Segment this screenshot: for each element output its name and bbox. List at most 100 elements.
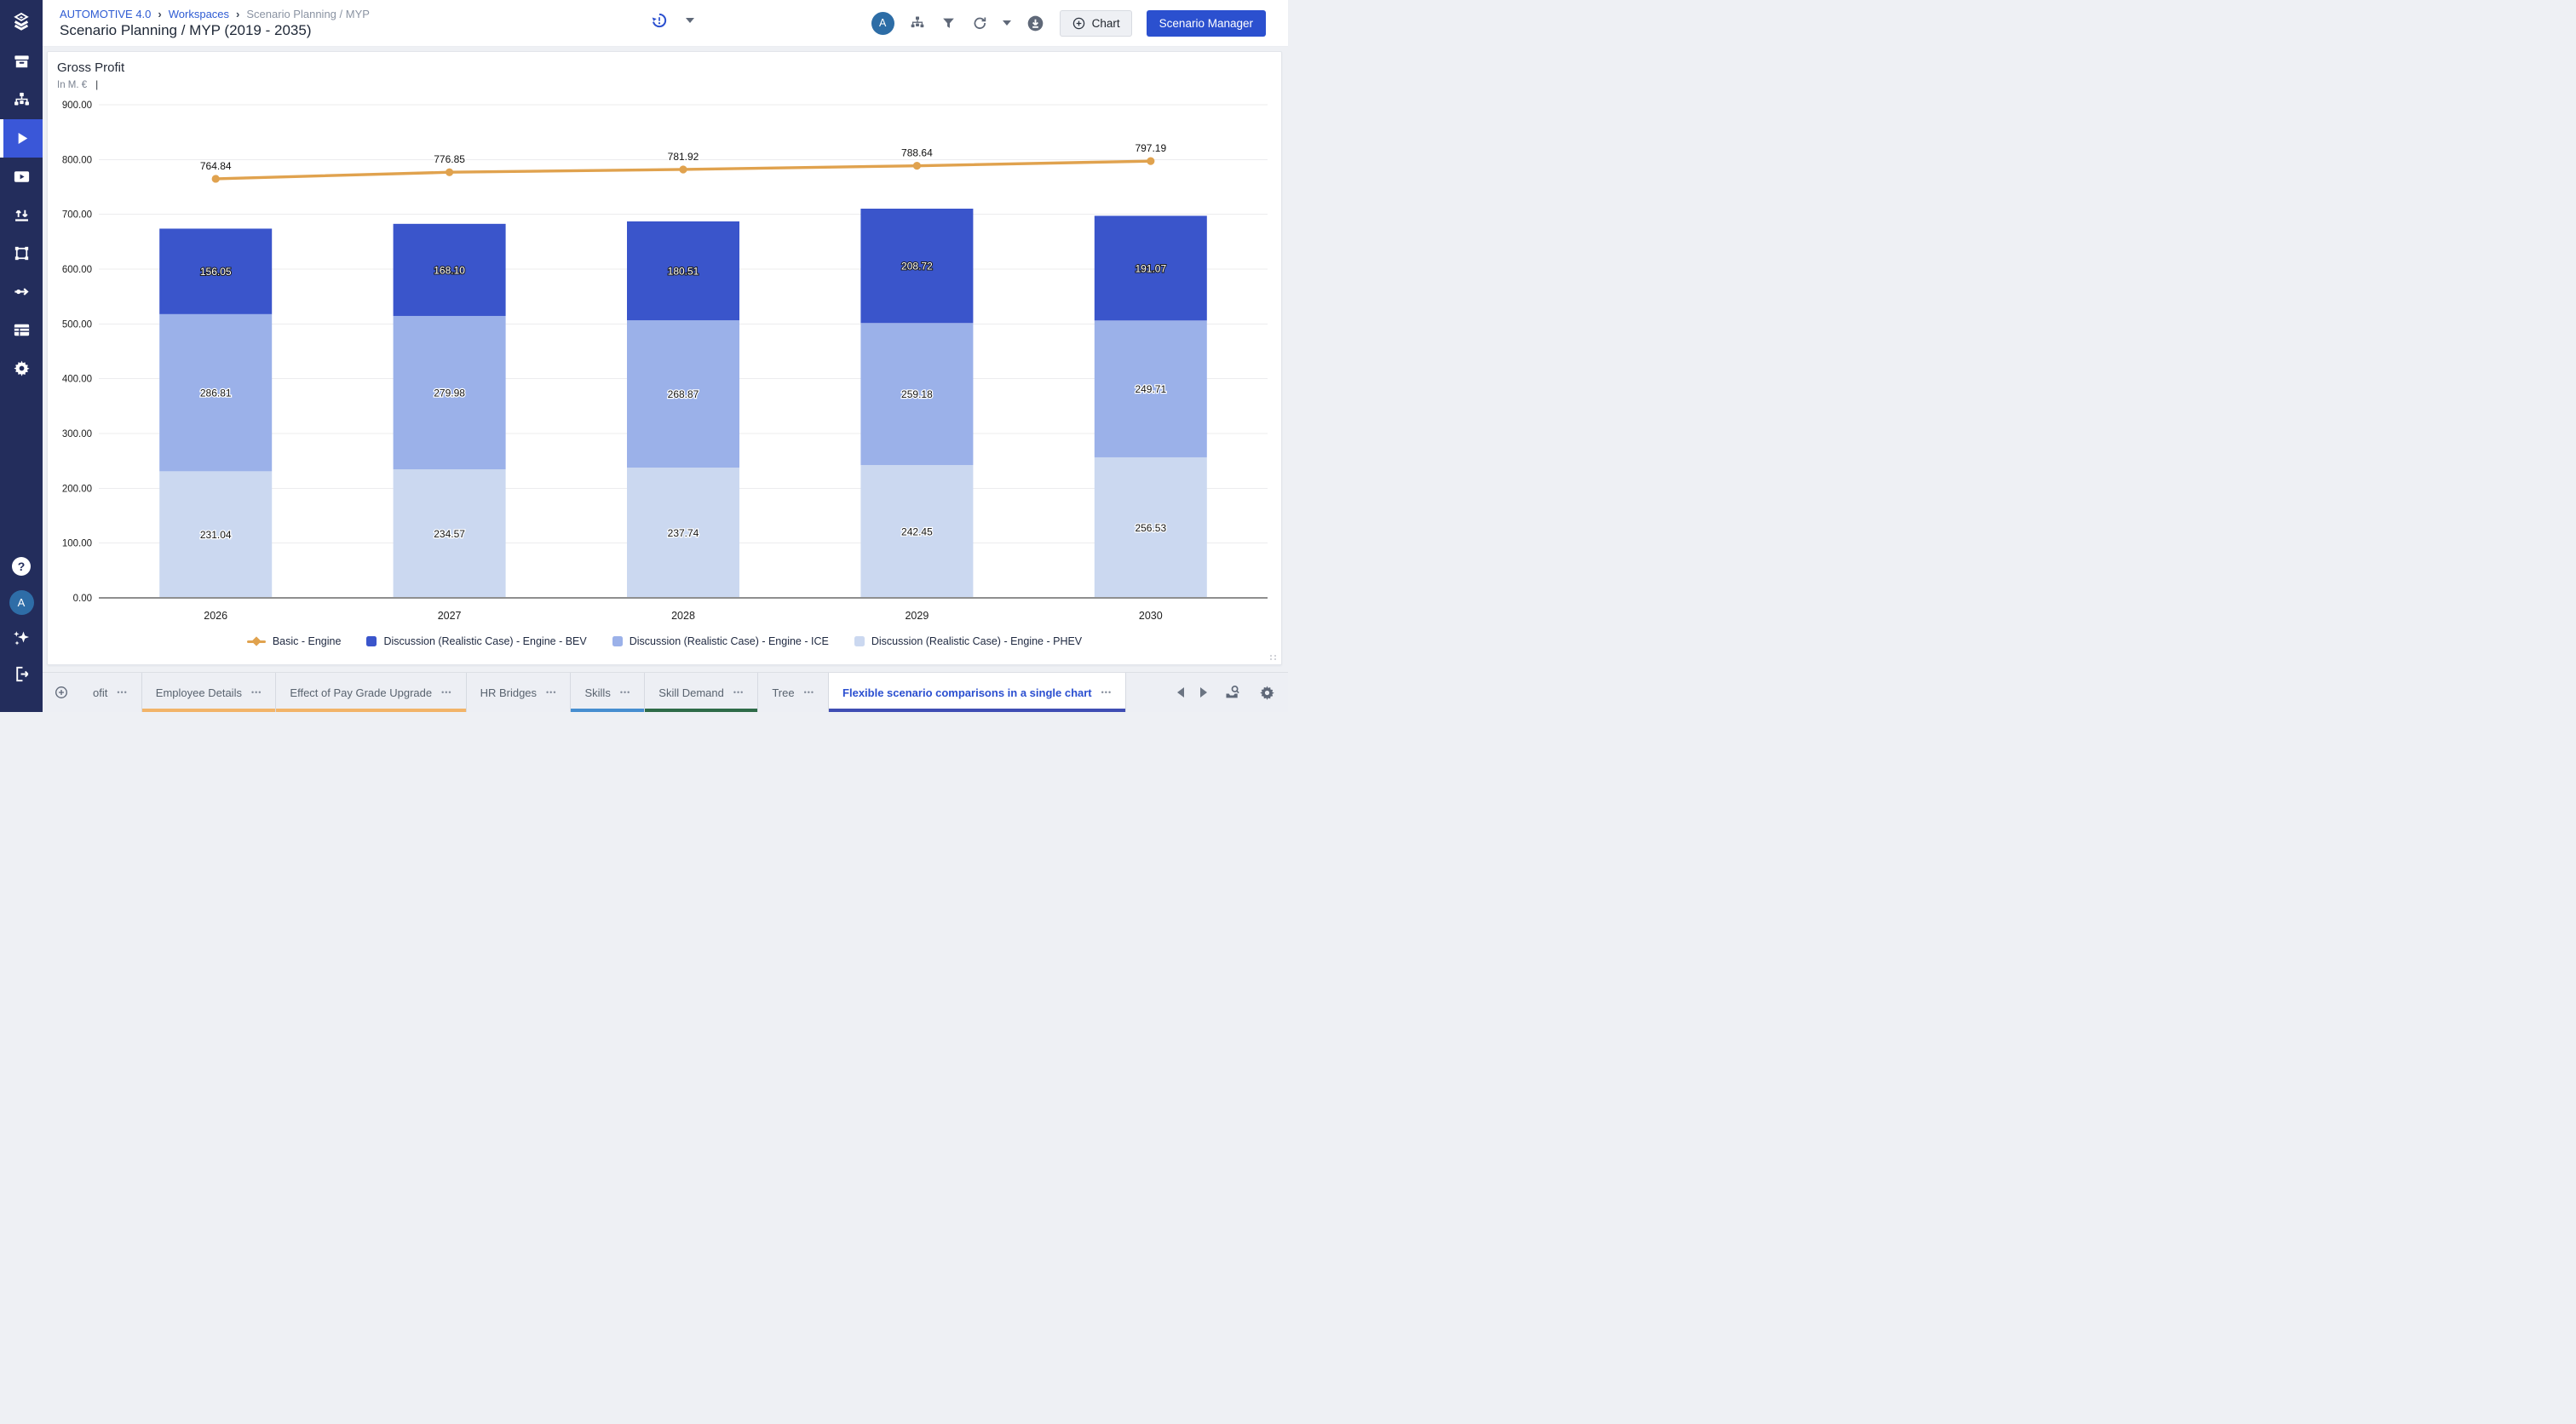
sidebar-item-logout[interactable]: [0, 656, 43, 692]
tab-menu-dots-icon[interactable]: •••: [1101, 688, 1113, 697]
tab-ofit[interactable]: ofit •••: [79, 673, 142, 712]
svg-text:200.00: 200.00: [62, 484, 92, 494]
model-structure-button[interactable]: [909, 14, 926, 32]
tab-menu-dots-icon[interactable]: •••: [803, 688, 815, 697]
tab-flexible-scenario-comparisons-in-a-single-[interactable]: Flexible scenario comparisons in a singl…: [829, 673, 1127, 712]
sidebar-item-model-structure[interactable]: [0, 81, 43, 119]
tab-underline: [571, 709, 645, 712]
tab-underline: [829, 709, 1126, 712]
add-tab-button[interactable]: [43, 673, 79, 712]
svg-text:100.00: 100.00: [62, 539, 92, 549]
import-export-icon: [14, 210, 28, 221]
sidebar-item-help[interactable]: ?: [0, 548, 43, 584]
legend-item[interactable]: Discussion (Realistic Case) - Engine - I…: [612, 635, 829, 647]
artboard-icon: [14, 246, 28, 261]
tab-tree[interactable]: Tree •••: [758, 673, 830, 712]
refresh-button[interactable]: [971, 14, 988, 32]
tab-effect-of-pay-grade-upgrade[interactable]: Effect of Pay Grade Upgrade •••: [276, 673, 467, 712]
scroll-tabs-right-icon[interactable]: [1200, 687, 1207, 698]
add-chart-button[interactable]: Chart: [1059, 9, 1132, 37]
scenario-manager-button[interactable]: Scenario Manager: [1146, 9, 1266, 37]
video-play-icon: [14, 171, 29, 182]
tab-label: HR Bridges: [480, 686, 538, 699]
legend-swatch-icon: [854, 636, 865, 646]
tab-menu-dots-icon[interactable]: •••: [619, 688, 631, 697]
search-tabs-button[interactable]: [1223, 683, 1242, 702]
filter-button[interactable]: [940, 15, 957, 32]
svg-text:700.00: 700.00: [62, 210, 92, 221]
play-icon: [18, 132, 27, 145]
breadcrumb-separator: ›: [236, 7, 240, 20]
sidebar-item-data-flow[interactable]: [0, 273, 43, 311]
tab-skills[interactable]: Skills •••: [571, 673, 646, 712]
sidebar-item-ai-assistant[interactable]: [0, 620, 43, 656]
sidebar-item-archive[interactable]: [0, 43, 43, 81]
tab-label: Skill Demand: [658, 686, 724, 699]
gear-icon: [13, 360, 30, 376]
tab-settings-button[interactable]: [1258, 684, 1276, 702]
legend-item[interactable]: Basic - Engine: [246, 635, 342, 647]
history-alert-icon: [652, 13, 667, 28]
sidebar-bottom: ? A: [0, 548, 43, 692]
tab-menu-dots-icon[interactable]: •••: [733, 688, 745, 697]
svg-text:242.45: 242.45: [901, 526, 933, 538]
sidebar-nav: [0, 43, 43, 388]
sidebar-item-settings[interactable]: [0, 349, 43, 388]
tab-underline: [467, 709, 571, 712]
tab-controls: [1170, 673, 1288, 712]
gross-profit-chart[interactable]: 0.00 100.00 200.00 300.00 400.00 500.00 600.00…: [48, 52, 1283, 666]
svg-text:600.00: 600.00: [62, 265, 92, 275]
subtitle-divider: |: [95, 78, 99, 90]
svg-text:208.72: 208.72: [901, 261, 933, 273]
legend-diamond-icon: [251, 636, 262, 646]
breadcrumb-workspaces-link[interactable]: Workspaces: [168, 7, 230, 20]
breadcrumb-workspace-link[interactable]: AUTOMOTIVE 4.0: [60, 7, 152, 20]
legend-label: Discussion (Realistic Case) - Engine - B…: [383, 635, 587, 647]
sidebar-item-simulation[interactable]: [0, 119, 43, 158]
legend-item[interactable]: Discussion (Realistic Case) - Engine - B…: [366, 635, 587, 647]
sidebar-user-avatar[interactable]: A: [0, 584, 43, 620]
svg-text:500.00: 500.00: [62, 319, 92, 330]
tab-menu-dots-icon[interactable]: •••: [546, 688, 557, 697]
sidebar-item-data-tables[interactable]: [0, 311, 43, 349]
legend-label: Basic - Engine: [272, 635, 342, 647]
history-dropdown-caret-icon[interactable]: [686, 18, 694, 23]
scroll-tabs-left-icon[interactable]: [1177, 687, 1184, 698]
tab-label: ofit: [93, 686, 108, 699]
logout-icon: [15, 666, 28, 681]
tab-menu-dots-icon[interactable]: •••: [441, 688, 452, 697]
svg-text:764.84: 764.84: [200, 160, 232, 172]
legend-item[interactable]: Discussion (Realistic Case) - Engine - P…: [854, 635, 1082, 647]
refresh-dropdown-caret-icon[interactable]: [1002, 20, 1011, 26]
tab-skill-demand[interactable]: Skill Demand •••: [645, 673, 759, 712]
sidebar-item-presentations[interactable]: [0, 158, 43, 196]
sidebar-item-workspace-designer[interactable]: [0, 234, 43, 273]
tab-label: Skills: [584, 686, 611, 699]
svg-text:781.92: 781.92: [668, 151, 699, 163]
svg-text:2027: 2027: [438, 610, 462, 622]
resize-handle-icon[interactable]: [1269, 653, 1277, 661]
svg-text:0.00: 0.00: [73, 594, 92, 604]
user-avatar[interactable]: A: [871, 11, 894, 35]
tab-menu-dots-icon[interactable]: •••: [250, 688, 262, 697]
tab-hr-bridges[interactable]: HR Bridges •••: [467, 673, 572, 712]
svg-text:797.19: 797.19: [1135, 142, 1166, 154]
layers-logo-icon: [14, 12, 29, 31]
sidebar-item-import-export[interactable]: [0, 196, 43, 234]
legend-swatch-icon: [612, 636, 623, 646]
sidebar: ? A: [0, 0, 43, 712]
history-alert-button[interactable]: [650, 11, 669, 30]
tab-employee-details[interactable]: Employee Details •••: [141, 673, 277, 712]
svg-text:256.53: 256.53: [1135, 522, 1166, 534]
tab-menu-dots-icon[interactable]: •••: [117, 688, 128, 697]
legend-swatch-icon: [366, 636, 377, 646]
svg-text:300.00: 300.00: [62, 429, 92, 439]
download-button[interactable]: [1026, 14, 1045, 33]
breadcrumb-current: Scenario Planning / MYP: [246, 7, 370, 20]
chart-unit-label: In M. €: [57, 80, 88, 90]
chart-card: Gross Profit In M. € | 0.00 100.00 200.00 30…: [47, 51, 1282, 665]
app-logo[interactable]: [0, 0, 43, 43]
svg-text:231.04: 231.04: [200, 529, 232, 541]
tab-bar: ofit ••• Employee Details ••• Effect of Pay …: [43, 672, 1288, 712]
chart-subtitle: In M. € |: [57, 78, 98, 90]
